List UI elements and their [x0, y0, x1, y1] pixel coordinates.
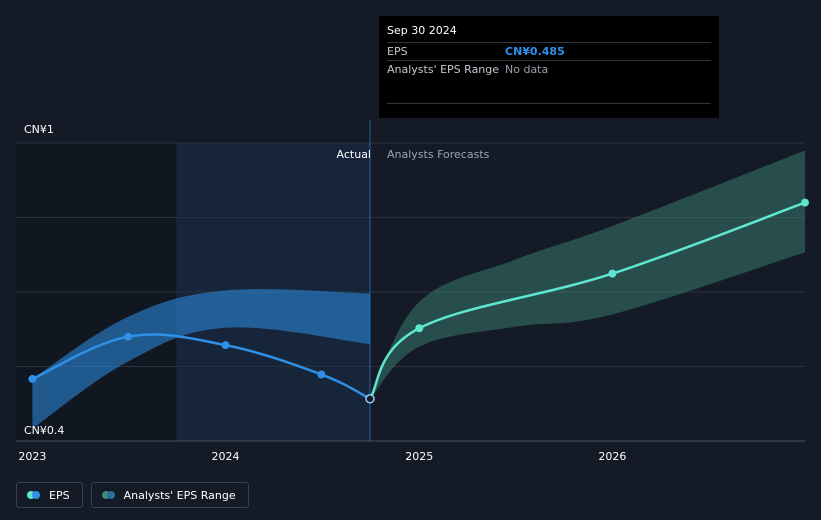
- legend-item-eps-range[interactable]: Analysts' EPS Range: [90, 482, 249, 508]
- y-tick-label: CN¥1: [24, 123, 54, 136]
- x-tick-label: 2025: [405, 450, 433, 463]
- section-label-forecast: Analysts Forecasts: [387, 148, 490, 161]
- eps-range-band: [32, 289, 371, 429]
- legend-range-label: Analysts' EPS Range: [123, 488, 236, 502]
- eps-point: [317, 370, 326, 379]
- eps-range-band: [370, 150, 805, 399]
- grid-lines: [16, 120, 805, 442]
- eps-point: [801, 198, 809, 207]
- x-tick-label: 2024: [212, 450, 240, 463]
- eps-points: [28, 198, 809, 404]
- eps-point: [221, 341, 230, 350]
- tooltip-eps-value: CN¥0.485: [505, 45, 565, 58]
- eps-forecast-line: [368, 201, 806, 400]
- eps-swatch-icon: [27, 491, 41, 499]
- eps-point: [124, 332, 133, 341]
- range-bands: [32, 150, 805, 429]
- tooltip-row-eps: EPS CN¥0.485: [387, 42, 711, 60]
- x-tick-label: 2023: [18, 450, 46, 463]
- legend: EPS Analysts' EPS Range: [16, 482, 249, 508]
- tooltip-date: Sep 30 2024: [387, 24, 457, 37]
- eps-point: [608, 269, 617, 278]
- y-tick-label: CN¥0.4: [24, 424, 64, 437]
- tooltip-range-value: No data: [505, 63, 549, 76]
- eps-point: [365, 394, 375, 404]
- section-label-actual: Actual: [337, 148, 371, 161]
- x-tick-label: 2026: [598, 450, 626, 463]
- eps-point: [415, 324, 424, 333]
- tooltip: Sep 30 2024 EPS CN¥0.485 Analysts' EPS R…: [379, 16, 719, 118]
- legend-item-eps[interactable]: EPS: [16, 482, 83, 508]
- tooltip-row-range: Analysts' EPS Range No data: [387, 60, 711, 78]
- range-swatch-icon: [101, 491, 116, 499]
- tooltip-range-label: Analysts' EPS Range: [387, 63, 500, 76]
- eps-point: [28, 374, 37, 383]
- axis-labels: CN¥1 CN¥0.4 2023 2024 2025 2026: [18, 123, 626, 463]
- legend-eps-label: EPS: [49, 488, 70, 502]
- tooltip-eps-label: EPS: [387, 45, 408, 58]
